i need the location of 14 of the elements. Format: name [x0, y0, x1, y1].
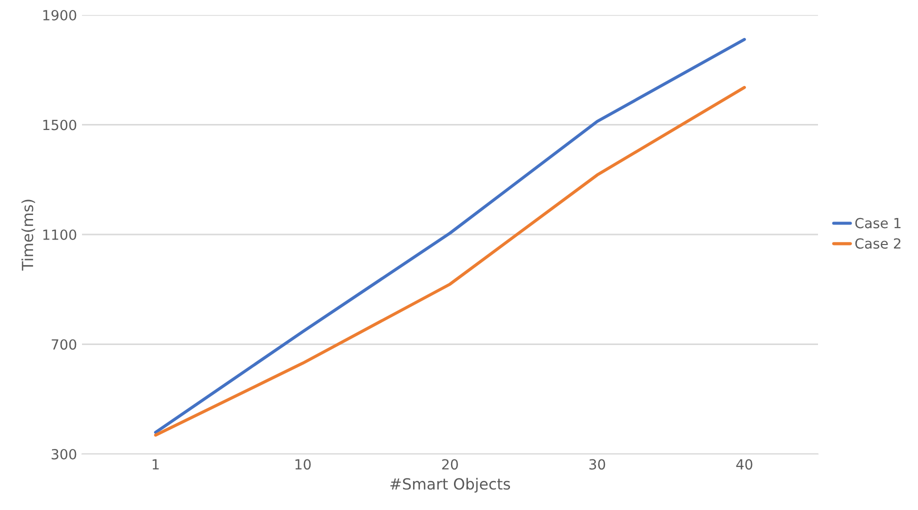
y-tick-label: 1900 [43, 10, 76, 20]
y-tick-label: 1500 [43, 120, 76, 130]
x-tick-label: 1 [152, 459, 159, 470]
x-tick-label: 40 [736, 459, 752, 470]
y-tick-label: 300 [52, 448, 76, 460]
x-axis-title: #Smart Objects [390, 478, 510, 493]
legend-label: Case 2 [855, 238, 900, 249]
y-tick-label: 1100 [43, 229, 76, 240]
legend-label: Case 1 [855, 218, 900, 228]
x-tick-label: 30 [589, 459, 606, 470]
y-tick-label: 700 [52, 339, 76, 350]
x-tick-label: 20 [442, 459, 458, 470]
x-tick-label: 10 [295, 459, 311, 470]
y-axis-title: Time(ms) [21, 200, 36, 271]
